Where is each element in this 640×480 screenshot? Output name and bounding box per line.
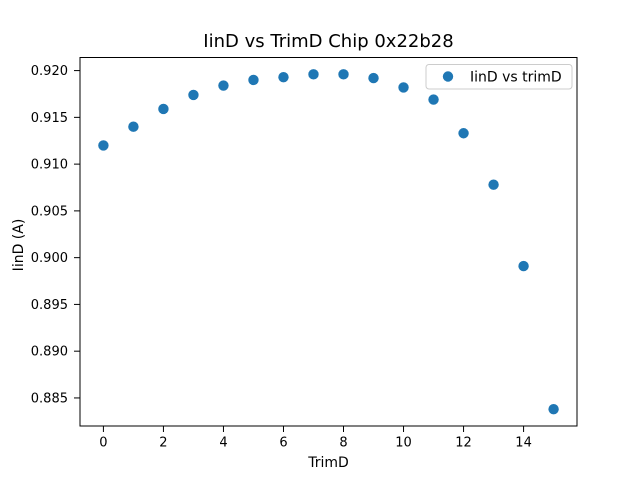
x-tick-label: 8 — [339, 436, 347, 451]
y-tick-label: 0.895 — [31, 298, 68, 313]
legend-frame — [425, 64, 573, 90]
x-tick-label: 2 — [159, 436, 167, 451]
y-tick-label: 0.890 — [31, 345, 68, 360]
scatter-point — [98, 140, 109, 151]
legend-marker-icon — [442, 71, 454, 82]
scatter-point — [248, 74, 259, 86]
x-tick-label: 10 — [395, 436, 412, 451]
scatter-point — [458, 128, 469, 139]
scatter-point — [188, 89, 199, 101]
scatter-point — [428, 94, 439, 105]
scatter-point — [398, 82, 409, 93]
scatter-point — [488, 179, 499, 190]
y-tick-label: 0.905 — [31, 204, 68, 219]
chart-title: IinD vs TrimD Chip 0x22b28 — [203, 31, 453, 52]
legend-label: IinD vs trimD — [470, 70, 562, 86]
y-axis-label: IinD (A) — [11, 219, 27, 272]
y-tick-label: 0.910 — [31, 158, 68, 173]
x-tick-label: 14 — [515, 436, 532, 451]
scatter-point — [518, 260, 529, 272]
scatter-point — [128, 121, 139, 132]
scatter-point — [548, 403, 559, 415]
x-tick-label: 12 — [455, 436, 472, 451]
scatter-point — [278, 71, 289, 83]
x-axis-ticks: 0 2 4 6 8 10 12 14 — [99, 426, 532, 451]
x-axis-label: TrimD — [307, 455, 349, 471]
y-tick-label: 0.885 — [31, 391, 68, 406]
y-tick-label: 0.920 — [31, 64, 68, 79]
y-axis-ticks: 0.885 0.890 0.895 0.900 0.905 0.910 0.915 0.920 — [31, 64, 80, 406]
y-tick-label: 0.915 — [31, 111, 68, 126]
scatter-point — [308, 69, 319, 80]
axes-frame — [79, 57, 578, 427]
x-tick-label: 4 — [219, 436, 227, 451]
legend: IinD vs trimD — [425, 64, 573, 90]
y-tick-label: 0.900 — [31, 251, 68, 266]
scatter-points — [98, 69, 559, 415]
scatter-point — [368, 72, 379, 84]
x-tick-label: 6 — [279, 436, 287, 451]
scatter-point — [338, 69, 349, 80]
scatter-point — [218, 80, 229, 91]
scatter-point — [158, 103, 169, 115]
x-tick-label: 0 — [99, 436, 107, 451]
